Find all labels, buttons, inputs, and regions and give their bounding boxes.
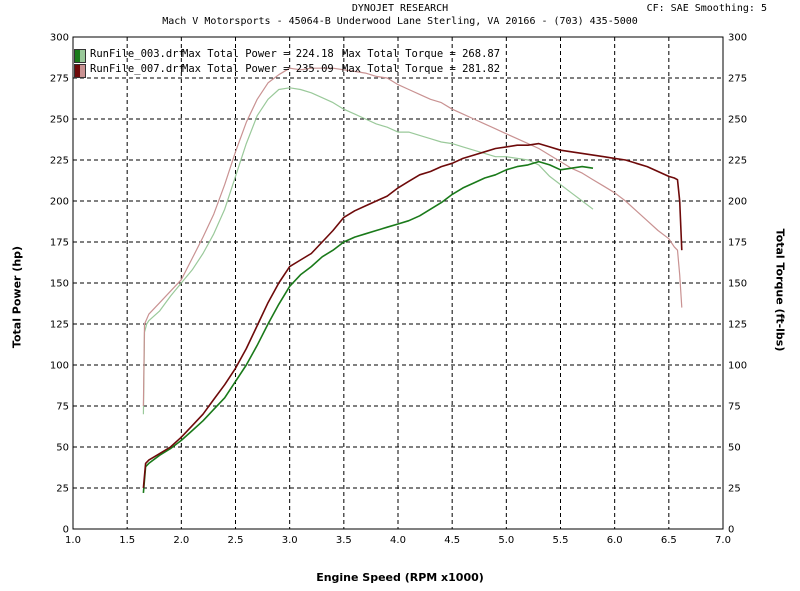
x-tick-label: 2.5 [228,535,244,546]
x-tick-label: 1.5 [119,535,135,546]
x-tick-label: 7.0 [715,535,731,546]
legend-row-run1: RunFile_003.drf Max Total Power = 224.18… [74,48,500,63]
legend: RunFile_003.drf Max Total Power = 224.18… [74,48,500,78]
y-tick-label-right: 50 [728,443,741,454]
y-tick-label-left: 225 [50,156,69,167]
y-tick-label-left: 250 [50,115,69,126]
y-tick-label-left: 75 [56,402,69,413]
y-tick-label-right: 125 [728,320,747,331]
y-tick-label-left: 175 [50,238,69,249]
y-tick-label-right: 175 [728,238,747,249]
legend-file-run1: RunFile_003.drf [90,48,185,60]
series-line-runfile-003-drftorque [142,87,594,415]
legend-power-run2: Max Total Power = 235.09 [182,63,334,75]
legend-swatch-run1 [74,49,86,63]
y-tick-label-right: 250 [728,115,747,126]
grid-lines [73,37,723,529]
legend-row-run2: RunFile_007.drf Max Total Power = 235.09… [74,63,500,78]
y-tick-label-left: 150 [50,279,69,290]
y-tick-label-right: 275 [728,74,747,85]
y-tick-label-left: 50 [56,443,69,454]
chart-title: DYNOJET RESEARCH [351,3,449,14]
legend-swatch-run2 [74,64,86,78]
y-tick-label-right: 25 [728,484,741,495]
y-tick-label-left: 125 [50,320,69,331]
x-tick-label: 2.0 [173,535,189,546]
legend-power-run1: Max Total Power = 224.18 [182,48,334,60]
x-tick-label: 3.5 [336,535,352,546]
y-tick-label-right: 150 [728,279,747,290]
x-tick-label: 4.5 [444,535,460,546]
x-tick-label: 5.0 [498,535,514,546]
legend-torque-run1: Max Total Torque = 268.87 [342,48,501,60]
y-tick-label-left: 300 [50,33,69,44]
series-line-runfile-003-drfpower [142,160,594,493]
legend-file-run2: RunFile_007.drf [90,63,185,75]
y-tick-label-left: 0 [63,525,69,536]
x-tick-label: 6.0 [607,535,623,546]
chart-subtitle: Mach V Motorsports - 45064-B Underwood L… [162,16,638,27]
x-tick-label: 5.5 [553,535,569,546]
x-axis-label: Engine Speed (RPM x1000) [316,571,484,584]
y-tick-label-right: 75 [728,402,741,413]
x-tick-label: 3.0 [282,535,298,546]
y-tick-label-right: 200 [728,197,747,208]
y-tick-label-left: 25 [56,484,69,495]
correction-factor-label: CF: SAE Smoothing: 5 [646,3,767,14]
y-tick-label-left: 100 [50,361,69,372]
y-tick-label-right: 100 [728,361,747,372]
series-lines [142,67,683,493]
series-line-runfile-007-drftorque [142,67,683,407]
legend-torque-run2: Max Total Torque = 281.82 [342,63,501,75]
y-tick-label-left: 275 [50,74,69,85]
series-line-runfile-007-drfpower [142,142,683,489]
x-tick-label: 1.0 [65,535,81,546]
y-tick-label-left: 200 [50,197,69,208]
y-tick-label-right: 0 [728,525,734,536]
x-tick-label: 4.0 [390,535,406,546]
y-tick-label-right: 300 [728,33,747,44]
y-tick-label-right: 225 [728,156,747,167]
y-axis-label-left: Total Power (hp) [10,245,24,349]
x-tick-label: 6.5 [661,535,677,546]
y-axis-label-right: Total Torque (ft-lbs) [773,228,787,352]
tick-labels: 1.0 1.5 2.0 2.5 3.0 3.5 4.0 4.5 5.0 5.5 6.0 6.5 7.00… [50,33,747,547]
